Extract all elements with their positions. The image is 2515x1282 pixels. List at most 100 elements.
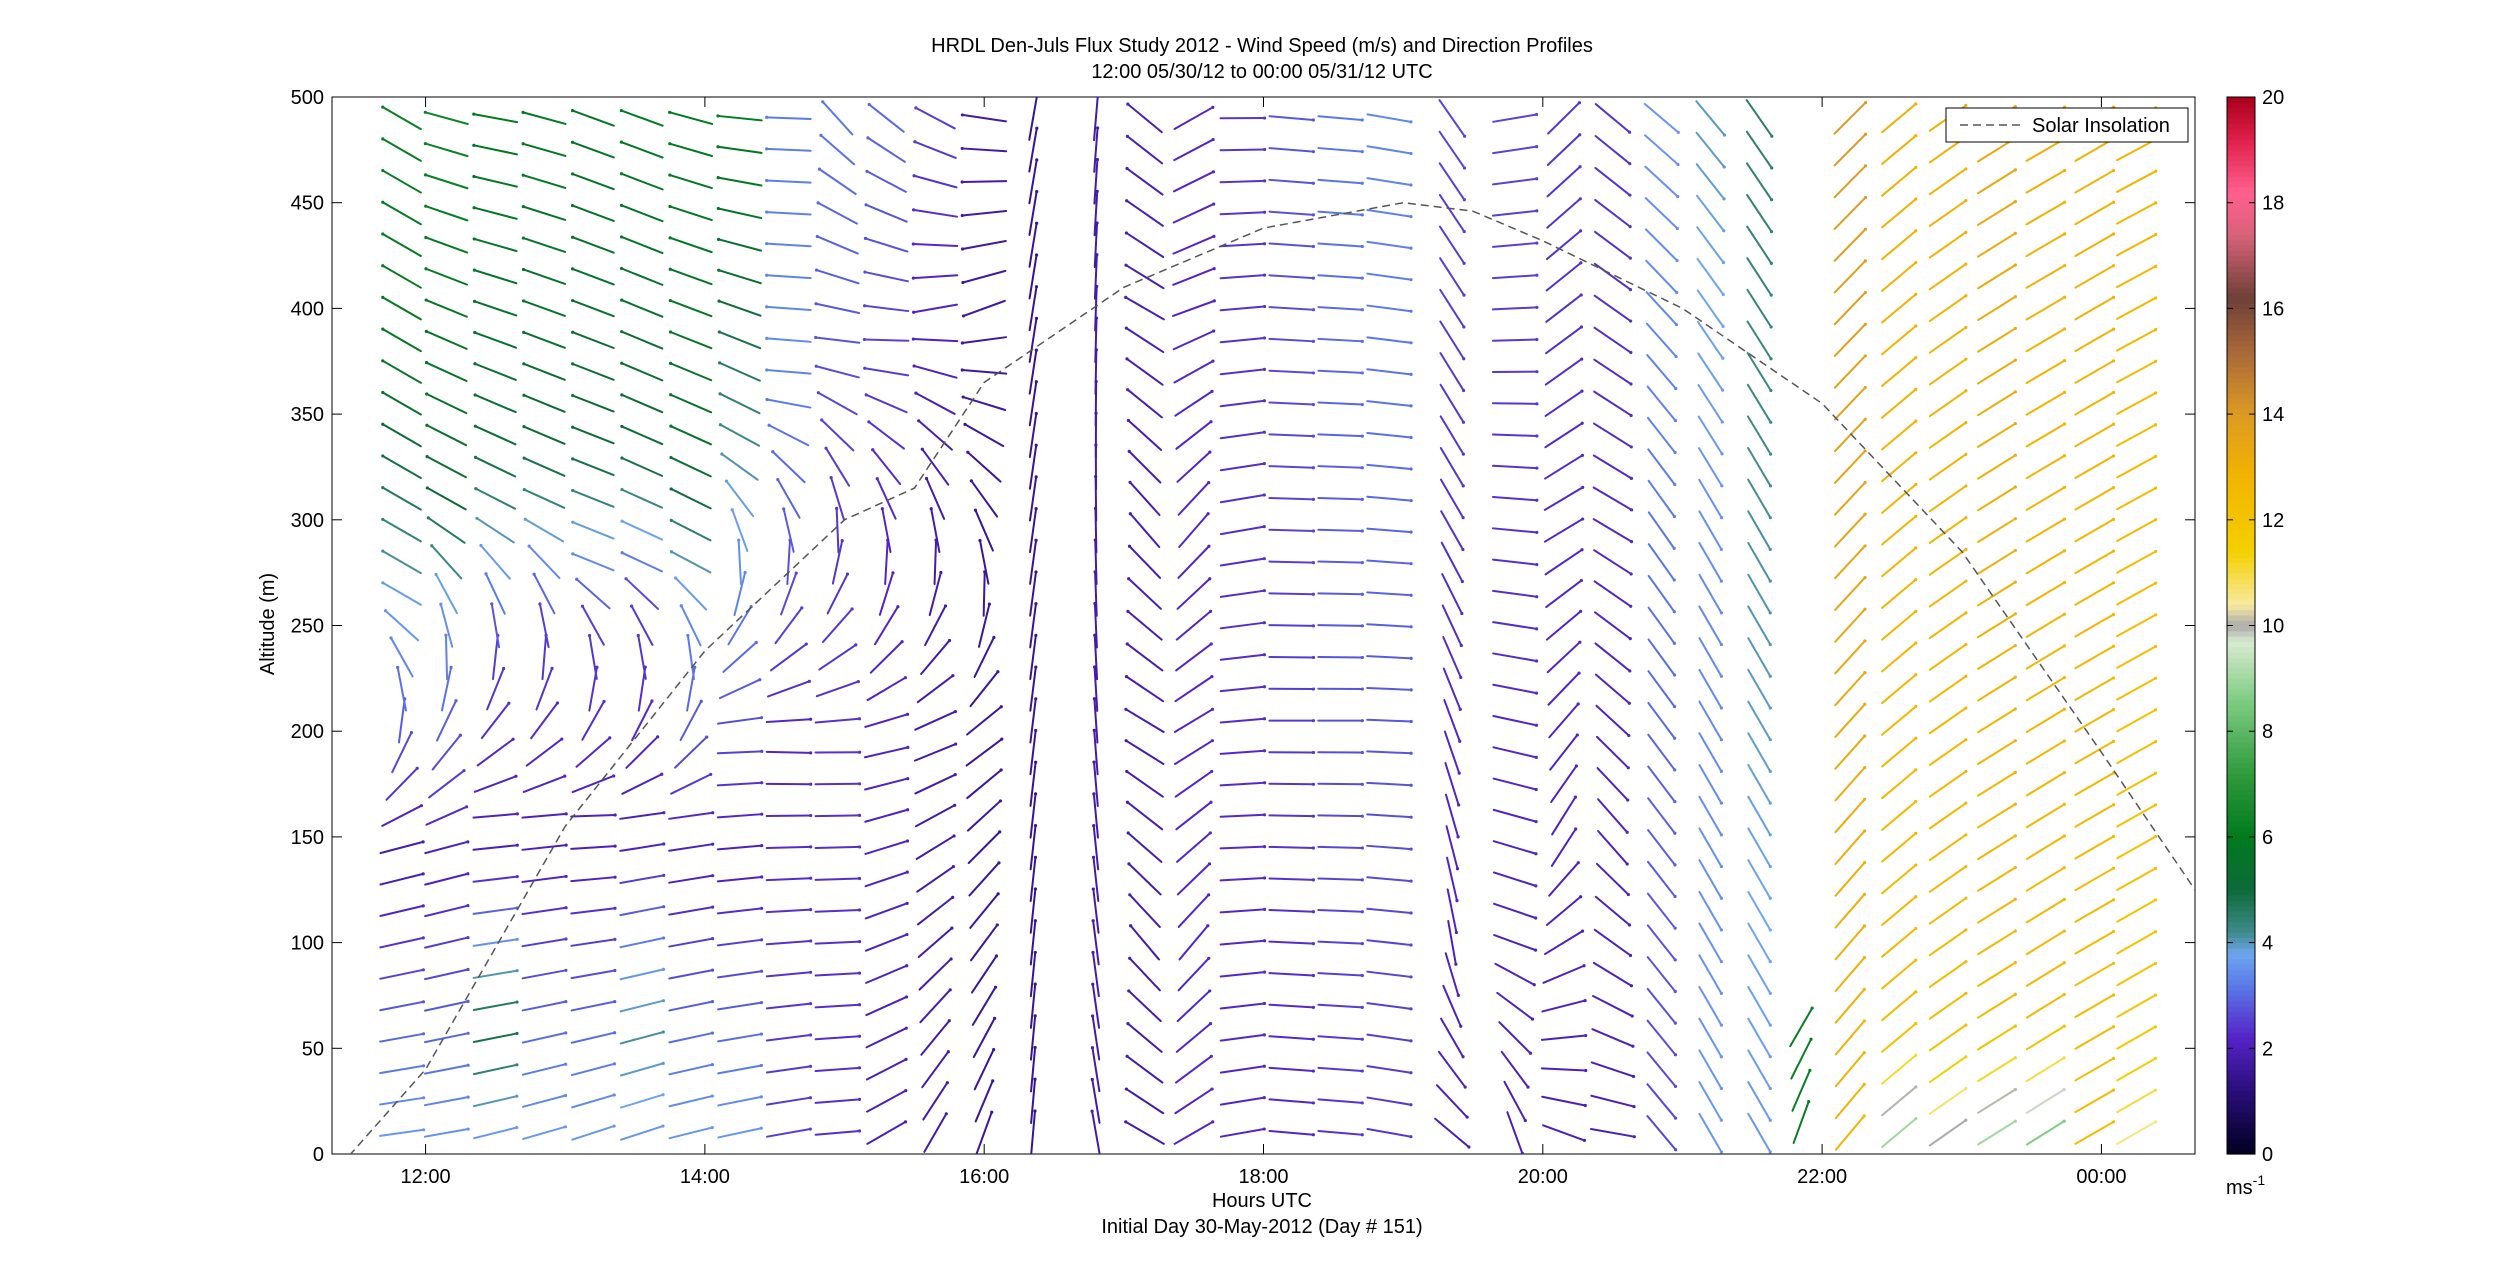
wind-barb xyxy=(1366,400,1413,407)
colorbar-step xyxy=(2227,509,2255,516)
wind-barb-head xyxy=(1626,892,1630,897)
wind-barb xyxy=(1977,390,2017,417)
wind-barb xyxy=(1646,892,1677,930)
wind-barb-head xyxy=(1462,325,1466,329)
wind-barb-head xyxy=(1034,633,1038,637)
wind-barb xyxy=(423,1128,470,1138)
wind-barb xyxy=(2025,391,2066,416)
wind-barb xyxy=(1128,450,1162,484)
wind-barb-head xyxy=(951,865,955,869)
wind-barb-head xyxy=(808,1096,812,1100)
colorbar-step xyxy=(2227,503,2255,510)
wind-barb xyxy=(1219,621,1266,630)
wind-barb xyxy=(428,769,465,799)
wind-barb-head xyxy=(466,1031,470,1035)
wind-barb-head xyxy=(1262,430,1266,434)
wind-barb-head xyxy=(2062,168,2067,173)
wind-barb-head xyxy=(1208,609,1213,613)
wind-barb-head xyxy=(1212,266,1216,271)
wind-barb xyxy=(1747,1017,1772,1058)
wind-barb-head xyxy=(1035,158,1039,162)
wind-barb-head xyxy=(1409,151,1413,156)
colorbar-step xyxy=(2227,863,2255,870)
wind-barb xyxy=(1219,211,1266,216)
wind-barb-head xyxy=(711,874,715,878)
wind-barb-head xyxy=(754,640,758,645)
wind-barb xyxy=(1178,924,1209,961)
wind-barb xyxy=(786,539,792,586)
wind-barb-head xyxy=(425,486,429,490)
wind-barb xyxy=(1176,577,1211,610)
wind-barb xyxy=(1268,147,1315,153)
wind-barb xyxy=(1125,231,1165,259)
wind-barb-head xyxy=(1674,354,1678,359)
colorbar-step xyxy=(2227,1106,2255,1113)
wind-barb xyxy=(1881,198,1917,229)
wind-barb-head xyxy=(381,327,385,331)
wind-barb xyxy=(1028,475,1038,522)
wind-barb xyxy=(1746,352,1772,392)
wind-barb xyxy=(570,907,617,915)
wind-barb-head xyxy=(991,1079,995,1083)
wind-barb-head xyxy=(947,1019,951,1023)
wind-barb xyxy=(869,640,904,674)
wind-barb-head xyxy=(1126,418,1131,423)
wind-barb-head xyxy=(845,572,850,576)
wind-barb xyxy=(1977,993,2017,1019)
wind-barb-head xyxy=(1768,516,1772,520)
wind-barb xyxy=(381,454,422,479)
wind-barb-head xyxy=(424,204,428,208)
wind-barb-head xyxy=(1534,659,1539,663)
colorbar-step xyxy=(2227,525,2255,531)
wind-barb xyxy=(914,106,956,130)
wind-barb-head xyxy=(1574,764,1578,768)
wind-barb-head xyxy=(1208,831,1212,835)
wind-barb-head xyxy=(1964,642,1968,647)
wind-barb-head xyxy=(2062,644,2067,648)
wind-barb xyxy=(1317,1003,1364,1009)
wind-barb xyxy=(737,539,742,586)
wind-barb xyxy=(2074,867,2115,892)
wind-barb xyxy=(819,134,856,166)
wind-barb xyxy=(1366,750,1413,755)
colorbar-step xyxy=(2227,244,2255,251)
wind-barb-head xyxy=(613,844,617,848)
wind-barb xyxy=(1492,777,1538,791)
wind-barb xyxy=(2074,550,2115,575)
wind-barb-head xyxy=(960,247,965,251)
wind-barb-head xyxy=(2111,961,2116,965)
wind-barb-head xyxy=(760,812,764,816)
wind-barb-head xyxy=(381,295,385,299)
wind-barb-head xyxy=(473,393,477,397)
wind-barb-head xyxy=(650,699,654,703)
colorbar-step xyxy=(2227,1032,2255,1039)
wind-barb xyxy=(1833,323,1867,357)
wind-barb xyxy=(1593,358,1632,385)
wind-barb xyxy=(1590,1094,1635,1108)
wind-barb-head xyxy=(737,538,741,542)
wind-barb-head xyxy=(1311,529,1316,533)
wind-barb xyxy=(570,1000,616,1012)
wind-barb xyxy=(1545,610,1582,641)
wind-barb xyxy=(379,1032,425,1043)
wind-barb xyxy=(973,636,995,678)
wind-barb xyxy=(1928,263,1967,291)
wind-barb-head xyxy=(718,423,723,427)
colorbar-step xyxy=(2227,1053,2255,1060)
wind-barb-head xyxy=(1523,1118,1527,1123)
wind-barb xyxy=(435,573,459,615)
wind-barb xyxy=(1175,1055,1213,1084)
wind-barb-head xyxy=(1034,697,1038,701)
wind-barb-head xyxy=(1262,210,1267,214)
wind-barb-head xyxy=(426,516,430,520)
wind-barb xyxy=(865,393,908,414)
wind-barb xyxy=(1028,285,1038,332)
wind-barb xyxy=(2025,1056,2066,1083)
wind-barb xyxy=(1834,956,1866,992)
wind-barb xyxy=(570,938,616,947)
wind-barb-head xyxy=(1262,781,1267,785)
wind-barb-head xyxy=(1212,234,1216,238)
wind-barb xyxy=(425,299,468,318)
wind-barb xyxy=(1833,228,1867,262)
wind-barb xyxy=(2116,360,2157,384)
